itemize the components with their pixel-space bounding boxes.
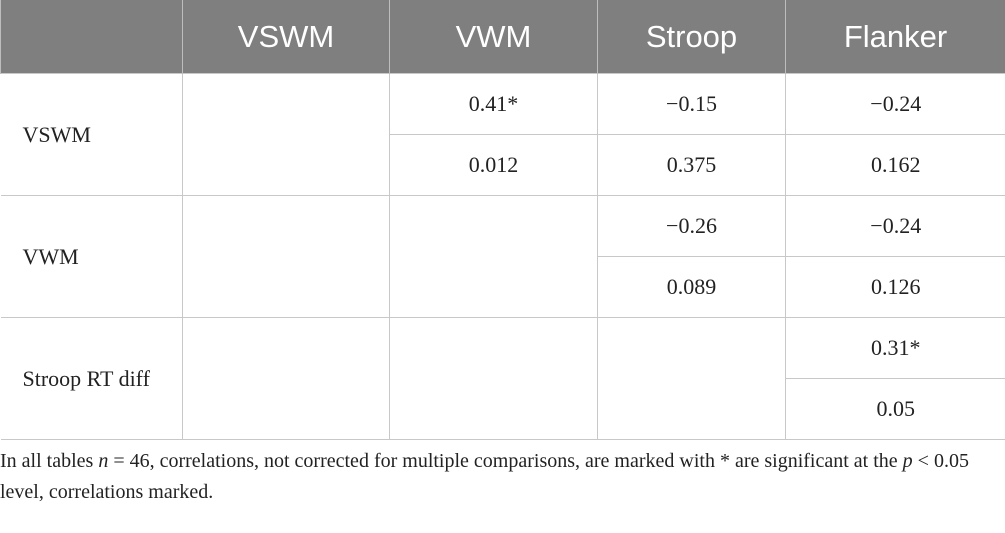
- row-bottom: 0.089 0.126: [1, 256, 1005, 318]
- empty-cell: [182, 317, 390, 440]
- header-row: VSWM VWM Stroop Flanker: [0, 0, 1005, 74]
- header-corner: [0, 0, 183, 74]
- row-label: VWM: [0, 195, 183, 318]
- row-top: Stroop RT diff 0.31*: [0, 317, 1005, 440]
- p-value: 0.126: [785, 256, 1005, 318]
- footnote-text: n: [98, 450, 109, 472]
- correlation: 0.31*: [785, 317, 1005, 379]
- column-header: Flanker: [785, 0, 1005, 74]
- p-value: 0.162: [785, 134, 1005, 196]
- empty-cell: [182, 73, 390, 196]
- column-header: VWM: [389, 0, 598, 74]
- correlation: −0.24: [785, 195, 1005, 257]
- p-value: 0.089: [597, 256, 786, 318]
- row-bottom: 0.012 0.375 0.162: [1, 134, 1005, 196]
- row-label: Stroop RT diff: [0, 317, 183, 440]
- empty-cell: [389, 317, 598, 440]
- row-top: VSWM 0.41* −0.15 −0.24: [0, 73, 1005, 196]
- p-value: 0.05: [785, 378, 1005, 440]
- footnote-text: p: [902, 450, 913, 472]
- footnote-text: = 46, correlations, not corrected for mu…: [108, 450, 903, 472]
- correlation: −0.24: [785, 73, 1005, 135]
- row-top: VWM −0.26 −0.24: [0, 195, 1005, 318]
- footnote-text: In all tables: [0, 450, 99, 472]
- column-header: VSWM: [182, 0, 390, 74]
- correlation: −0.15: [597, 73, 786, 135]
- p-value: 0.012: [389, 134, 598, 196]
- correlation-table: VSWM VWM Stroop Flanker VSWM 0.41* −0.15 −0.24…: [0, 0, 1005, 440]
- column-header: Stroop: [597, 0, 786, 74]
- empty-cell: [389, 195, 598, 318]
- correlation: −0.26: [597, 195, 786, 257]
- row-bottom: 0.05: [1, 378, 1005, 440]
- empty-cell: [182, 195, 390, 318]
- footnote: In all tables n = 46, correlations, not …: [0, 446, 990, 508]
- footnote-text: < 0.05 level, correlations marked.: [0, 450, 969, 503]
- correlation: 0.41*: [389, 73, 598, 135]
- empty-cell: [597, 317, 786, 440]
- p-value: 0.375: [597, 134, 786, 196]
- row-label: VSWM: [0, 73, 183, 196]
